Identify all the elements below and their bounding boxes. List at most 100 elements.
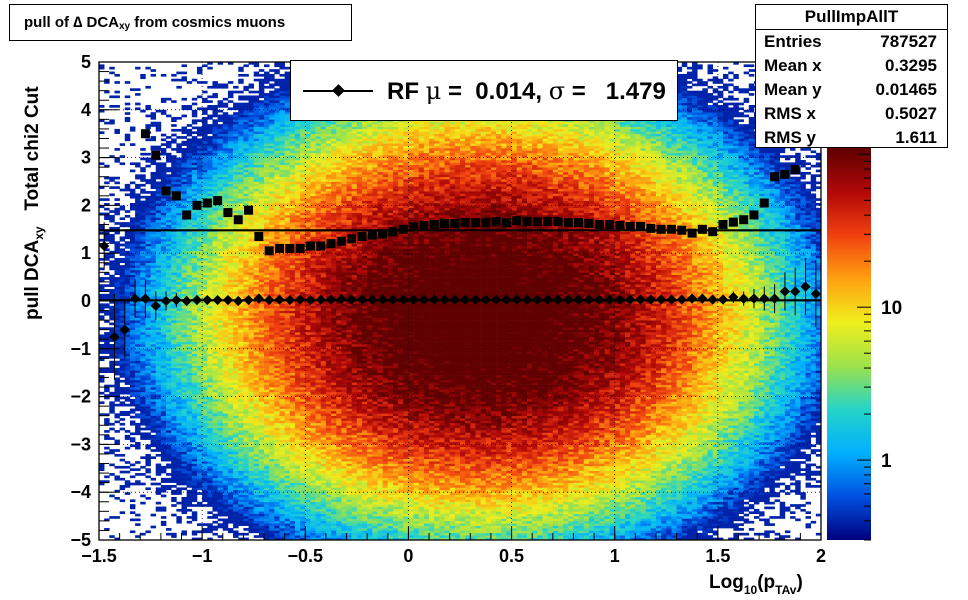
heatmap-cell [124,332,131,335]
heatmap-cell [253,437,260,440]
heatmap-cell [264,317,270,321]
heatmap-cell [129,432,136,436]
heatmap-cell [119,511,126,515]
heatmap-cell [150,363,157,366]
heatmap-cell [238,501,244,505]
heatmap-cell [258,442,265,445]
heatmap-cell [233,439,239,443]
heatmap-cell [196,226,203,230]
heatmap-cell [150,329,157,333]
heatmap-cell [191,119,198,123]
heatmap-cell [160,281,167,285]
heatmap-cell [264,310,270,314]
heatmap-cell [124,358,131,362]
heatmap-cell [258,157,265,161]
heatmap-cell [109,516,115,519]
heatmap-cell [196,422,203,426]
heatmap-cell [269,518,275,522]
heatmap-cell [248,329,255,333]
heatmap-cell [233,143,239,146]
heatmap-cell [222,396,229,400]
heatmap-cell [217,155,224,158]
heatmap-cell [238,138,244,142]
heatmap-cell [135,363,141,366]
heatmap-cell [258,152,265,156]
heatmap-cell [264,126,270,130]
heatmap-cell [114,320,120,323]
heatmap-cell [114,241,120,244]
heatmap-cell [227,375,234,378]
heatmap-cell [135,310,141,314]
heatmap-cell [264,377,270,381]
heatmap-cell [166,274,172,278]
heatmap-cell [222,269,229,273]
heatmap-cell [145,394,151,397]
heatmap-cell [269,293,275,297]
heatmap-cell [114,148,120,151]
heatmap-cell [212,133,218,137]
heatmap-cell [243,267,249,271]
heatmap-cell [191,537,198,541]
heatmap-cell [129,346,136,350]
heatmap-cell [160,398,167,402]
heatmap-cell [212,465,218,469]
heatmap-cell [212,293,218,297]
heatmap-cell [222,148,229,151]
heatmap-cell [181,444,187,448]
heatmap-cell [124,437,131,440]
heatmap-cell [243,191,249,194]
heatmap-cell [248,289,255,292]
heatmap-cell [217,171,224,175]
heatmap-cell [150,389,157,393]
heatmap-cell [222,183,229,187]
heatmap-cell [160,260,167,264]
heatmap-cell [196,370,203,373]
heatmap-cell [217,274,224,278]
heatmap-cell [202,375,208,378]
heatmap-cell [176,183,182,187]
heatmap-cell [129,422,136,426]
heatmap-cell [145,315,151,319]
heatmap-cell [109,105,115,108]
heatmap-cell [160,470,167,474]
heatmap-cell [222,370,229,373]
heatmap-cell [248,451,255,455]
heatmap-cell [171,387,177,390]
heatmap-cell [186,140,193,144]
heatmap-cell [253,181,260,185]
heatmap-cell [207,152,213,156]
heatmap-cell [191,348,198,352]
heatmap-cell [222,473,229,476]
heatmap-cell [264,432,270,436]
heatmap-cell [227,384,234,388]
heatmap-cell [258,226,265,230]
heatmap-cell [140,238,146,242]
heatmap-cell [227,418,234,421]
heatmap-cell [227,422,234,426]
heatmap-cell [145,358,151,362]
heatmap-cell [253,112,260,115]
heatmap-cell [217,456,224,460]
heatmap-cell [238,224,244,228]
heatmap-cell [248,148,255,151]
heatmap-cell [150,226,157,230]
heatmap-cell [243,427,249,431]
heatmap-cell [119,317,126,321]
heatmap-cell [166,250,172,254]
heatmap-cell [181,222,187,225]
heatmap-cell [233,322,239,326]
heatmap-cell [202,133,208,137]
heatmap-cell [238,112,244,115]
heatmap-cell [258,336,265,340]
heatmap-cell [196,403,203,407]
heatmap-cell [248,269,255,273]
heatmap-cell [124,351,131,354]
heatmap-cell [109,236,115,240]
heatmap-cell [248,439,255,443]
heatmap-cell [243,422,249,426]
heatmap-cell [145,422,151,426]
heatmap-cell [233,224,239,228]
heatmap-cell [145,250,151,254]
heatmap-cell [129,291,136,295]
heatmap-cell [233,418,239,421]
